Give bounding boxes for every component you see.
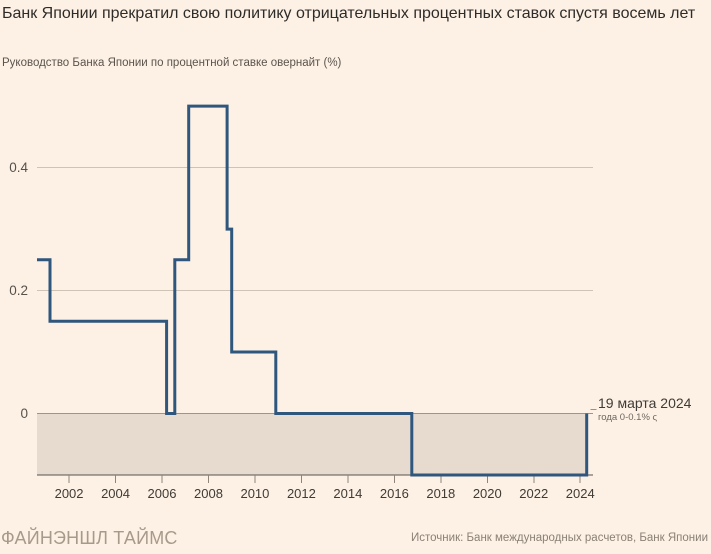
y-tick-label: 0.2 xyxy=(9,283,28,298)
x-tick-label: 2006 xyxy=(148,486,177,501)
negative-rate-band xyxy=(37,413,587,475)
x-tick-label: 2024 xyxy=(566,486,595,501)
rate-line xyxy=(37,104,589,477)
x-tick-label: 2010 xyxy=(240,486,269,501)
x-tick-label: 2012 xyxy=(287,486,316,501)
annotation-rate-change: 19 марта 2024 года 0-0.1% ς xyxy=(598,395,708,424)
chart-subtitle: Руководство Банка Японии по процентной с… xyxy=(2,57,342,69)
x-tick-label: 2018 xyxy=(426,486,455,501)
x-tick-label: 2004 xyxy=(101,486,130,501)
brand-wordmark: ФАЙНЭНШЛ ТАЙМС xyxy=(1,528,178,548)
y-tick-label: 0 xyxy=(20,406,28,421)
annotation-date: 19 марта 2024 xyxy=(598,395,692,411)
page-title: Банк Японии прекратил свою политику отри… xyxy=(2,5,696,22)
x-tick-label: 2002 xyxy=(55,486,84,501)
x-tick-label: 2014 xyxy=(333,486,362,501)
x-tick-label: 2022 xyxy=(519,486,548,501)
annotation-detail: года 0-0.1% ς xyxy=(598,412,658,424)
source-note: Источник: Банк международных расчетов, Б… xyxy=(411,532,708,544)
y-tick-label: 0.4 xyxy=(9,160,28,175)
x-tick-label: 2020 xyxy=(473,486,502,501)
x-tick-label: 2008 xyxy=(194,486,223,501)
x-tick-label: 2016 xyxy=(380,486,409,501)
